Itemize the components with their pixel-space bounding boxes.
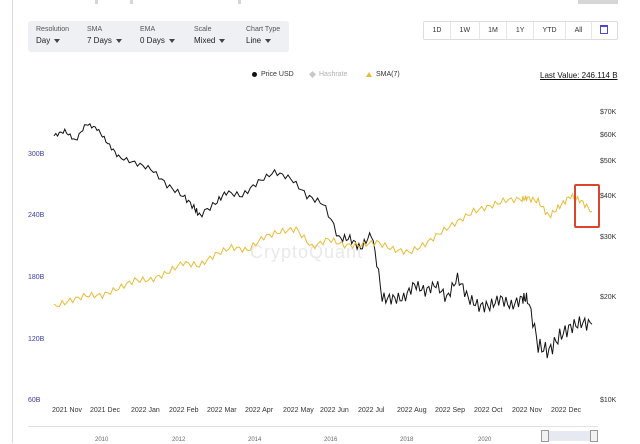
top-divider: [0, 0, 640, 10]
navigator-year-label: 2014: [248, 437, 262, 443]
control-label: Scale: [194, 26, 212, 33]
chevron-down-icon: [219, 38, 226, 43]
navigator-selection[interactable]: [543, 431, 595, 441]
x-axis-tick: 2022 Nov: [512, 407, 542, 414]
control-value: 7 Days: [87, 35, 132, 47]
sma-series-icon: [366, 72, 372, 77]
last-value-link[interactable]: Last Value: 246.114 B: [540, 71, 618, 80]
price-series-line: [53, 123, 593, 359]
watermark: CryptoQuant: [250, 242, 364, 262]
x-axis-tick: 2022 Jun: [320, 407, 349, 414]
right-axis-tick: $50K: [600, 158, 617, 165]
chart-settings-bar: Resolution Day SMA 7 Days EMA 0 Days Scale Mixe…: [28, 21, 289, 52]
control-value: Line: [246, 35, 289, 47]
chevron-down-icon: [54, 38, 61, 43]
control-value: 0 Days: [140, 35, 186, 47]
right-axis-tick: $60K: [600, 132, 617, 139]
navigator-year-label: 2016: [324, 437, 338, 443]
navigator-year-label: 2018: [400, 437, 414, 443]
right-axis-tick: $40K: [600, 193, 617, 200]
chevron-down-icon: [265, 38, 272, 43]
control-scale[interactable]: Scale Mixed: [186, 21, 238, 52]
x-axis-tick: 2022 Mar: [207, 407, 237, 414]
navigator-left-handle[interactable]: [541, 430, 549, 442]
control-resolution[interactable]: Resolution Day: [28, 21, 79, 52]
range-1w-button[interactable]: 1W: [451, 22, 480, 39]
date-picker-button[interactable]: [592, 22, 617, 39]
range-1m-button[interactable]: 1M: [480, 22, 508, 39]
x-axis-tick: 2022 Feb: [169, 407, 199, 414]
left-axis-tick: 180B: [28, 274, 45, 281]
chart-legend: Price USD Hashrate SMA(7): [0, 70, 640, 83]
chevron-down-icon: [168, 38, 175, 43]
x-axis-tick: 2022 Oct: [474, 407, 503, 414]
highlight-box: [574, 184, 600, 228]
x-axis-tick: 2022 Dec: [551, 407, 581, 414]
control-sma[interactable]: SMA 7 Days: [79, 21, 132, 52]
legend-price[interactable]: Price USD: [252, 71, 294, 78]
control-chart-type[interactable]: Chart Type Line: [238, 21, 289, 52]
legend-hashrate-label: Hashrate: [319, 71, 348, 78]
x-axis-tick: 2022 Sep: [435, 407, 465, 414]
range-navigator[interactable]: [28, 426, 598, 444]
legend-price-label: Price USD: [261, 71, 294, 78]
range-1d-button[interactable]: 1D: [424, 22, 452, 39]
control-value: Mixed: [194, 35, 238, 47]
left-axis-tick: 120B: [28, 336, 45, 343]
control-label: Resolution: [36, 26, 70, 33]
panel-left-border: [12, 0, 13, 443]
left-axis-tick: 300B: [28, 151, 45, 158]
x-axis-tick: 2022 May: [283, 407, 314, 414]
chevron-down-icon: [115, 38, 122, 43]
price-series-icon: [252, 72, 257, 77]
range-1y-button[interactable]: 1Y: [507, 22, 534, 39]
right-axis-tick: $20K: [600, 294, 617, 301]
navigator-year-label: 2012: [172, 437, 186, 443]
legend-sma-label: SMA(7): [376, 71, 400, 78]
x-axis-tick: 2021 Nov: [52, 407, 82, 414]
navigator-right-handle[interactable]: [590, 430, 598, 442]
right-axis-tick: $10K: [600, 397, 617, 404]
right-axis-tick: $30K: [600, 234, 617, 241]
x-axis-tick: 2022 Jan: [131, 407, 160, 414]
right-axis-tick: $70K: [600, 109, 617, 116]
navigator-year-label: 2020: [478, 437, 492, 443]
left-axis-tick: 60B: [28, 397, 41, 404]
x-axis-tick: 2022 Jul: [358, 407, 385, 414]
control-value: Day: [36, 35, 79, 47]
control-label: EMA: [140, 26, 156, 33]
legend-hashrate[interactable]: Hashrate: [308, 70, 348, 79]
control-ema[interactable]: EMA 0 Days: [132, 21, 186, 52]
x-axis-tick: 2022 Apr: [245, 407, 274, 414]
sma-series-line: [53, 192, 593, 308]
x-axis-tick: 2022 Aug: [397, 407, 427, 414]
range-all-button[interactable]: All: [566, 22, 592, 39]
legend-sma[interactable]: SMA(7): [366, 71, 400, 78]
calendar-icon: [600, 25, 609, 35]
control-label: SMA: [87, 26, 103, 33]
x-axis-tick: 2021 Dec: [90, 407, 120, 414]
range-ytd-button[interactable]: YTD: [534, 22, 567, 39]
navigator-year-label: 2010: [95, 437, 109, 443]
range-selector: 1D 1W 1M 1Y YTD All: [423, 21, 618, 40]
control-label: Chart Type: [246, 26, 281, 33]
left-axis-tick: 240B: [28, 212, 45, 219]
